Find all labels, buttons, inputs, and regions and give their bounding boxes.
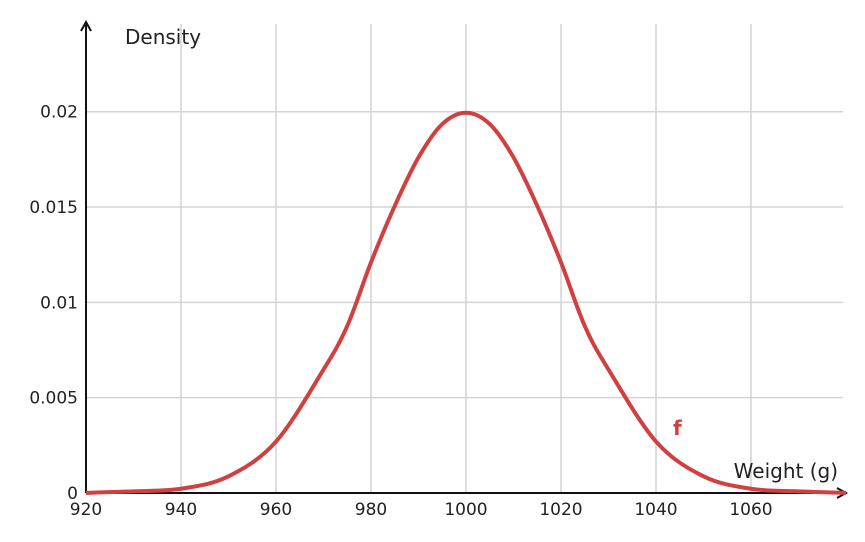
y-axis-label: Density: [125, 25, 201, 49]
grid: [86, 24, 843, 493]
x-tick-label-980: 980: [355, 500, 387, 520]
series: [85, 110, 847, 495]
x-tick-label-1000: 1000: [444, 500, 487, 520]
tick-labels: 920 940 960 980 1000 1020 1040 1060 0 0.005 0.01 0.…: [29, 103, 772, 520]
x-tick-label-1060: 1060: [729, 500, 772, 520]
y-tick-label-0.02: 0.02: [40, 103, 78, 123]
x-tick-label-940: 940: [165, 500, 197, 520]
curve-label: f: [673, 416, 682, 440]
x-axis-label: Weight (g): [734, 459, 838, 483]
axes: [86, 22, 846, 493]
y-tick-label-0: 0: [67, 484, 78, 504]
x-tick-label-920: 920: [70, 500, 102, 520]
x-tick-label-960: 960: [260, 500, 292, 520]
y-tick-label-0.01: 0.01: [40, 293, 78, 313]
x-tick-label-1020: 1020: [539, 500, 582, 520]
x-tick-label-1040: 1040: [634, 500, 677, 520]
y-tick-label-0.005: 0.005: [29, 389, 78, 409]
series-line-f: [85, 110, 847, 495]
y-tick-label-0.015: 0.015: [29, 198, 78, 218]
